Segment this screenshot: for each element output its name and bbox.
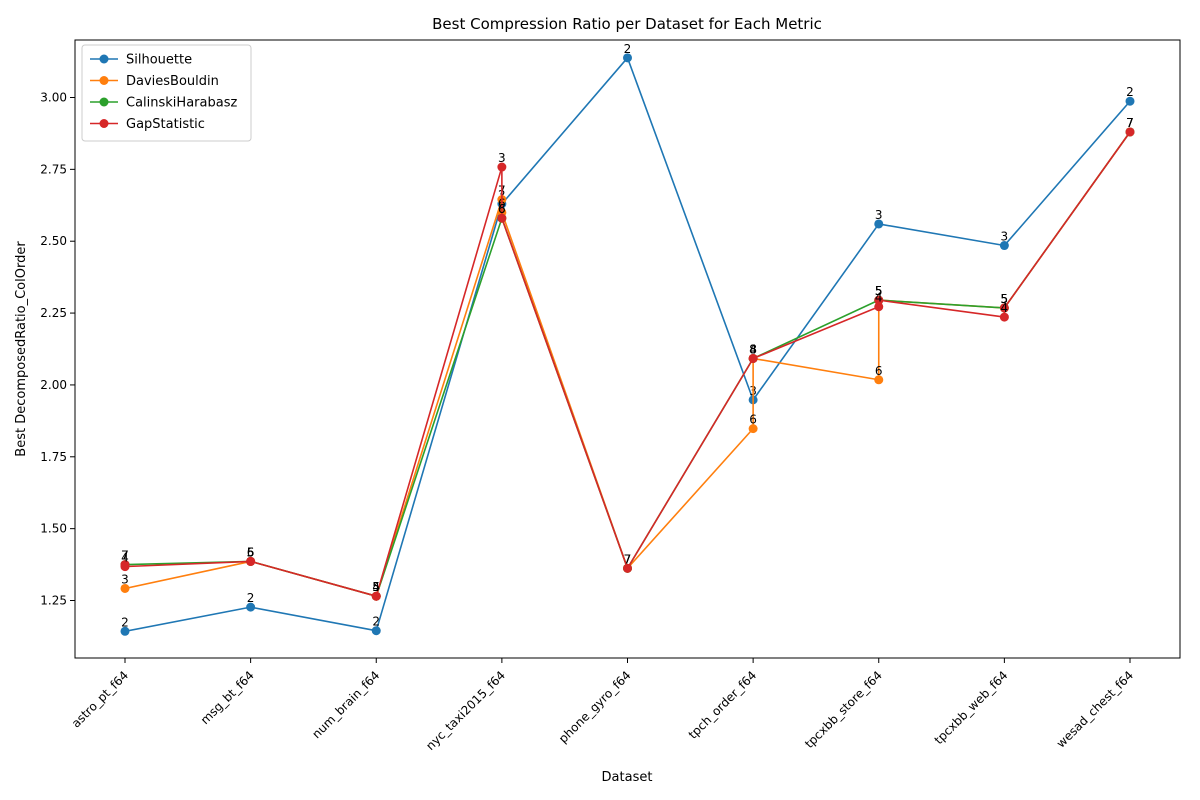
data-label: 4 <box>875 291 883 305</box>
data-label: 7 <box>624 552 632 566</box>
data-point <box>1125 96 1135 106</box>
data-label: 5 <box>875 284 883 298</box>
data-label: 3 <box>1001 230 1009 244</box>
data-label: 6 <box>749 413 757 427</box>
data-point <box>999 303 1009 313</box>
y-axis: 1.25 1.50 1.75 2.00 2.25 2.50 2.75 3.00 <box>40 90 75 608</box>
data-label: 5 <box>875 284 883 298</box>
data-label: 5 <box>1001 292 1009 306</box>
legend-item-daviesbouldin: DaviesBouldin <box>90 74 219 89</box>
data-label: 7 <box>624 552 632 566</box>
data-point <box>371 626 381 636</box>
legend-item-calinskiharabasz: CalinskiHarabasz <box>90 96 237 111</box>
data-label: 2 <box>624 42 632 56</box>
y-tick-label: 2.25 <box>40 306 67 320</box>
data-label: 5 <box>247 545 255 559</box>
legend-label: DaviesBouldin <box>126 74 219 89</box>
data-label: 5 <box>372 580 380 594</box>
legend-marker <box>99 97 109 107</box>
y-tick-label: 1.50 <box>40 522 67 536</box>
data-point <box>120 583 130 593</box>
data-label: 2 <box>121 615 129 629</box>
y-tick-label: 2.00 <box>40 378 67 392</box>
data-point <box>120 562 130 572</box>
data-label: 6 <box>498 202 506 216</box>
data-point <box>874 375 884 385</box>
legend-label: Silhouette <box>126 53 192 68</box>
data-point <box>874 302 884 312</box>
data-point <box>874 219 884 229</box>
data-point <box>748 424 758 434</box>
data-label: 5 <box>372 580 380 594</box>
data-label: 3 <box>875 208 883 222</box>
data-label: 7 <box>121 549 129 563</box>
data-point <box>748 353 758 363</box>
y-tick-label: 3.00 <box>40 90 67 104</box>
data-point <box>874 295 884 305</box>
legend-label: CalinskiHarabasz <box>126 96 237 111</box>
x-axis-label: Dataset <box>602 770 653 785</box>
y-tick-label: 2.75 <box>40 162 67 176</box>
data-point <box>120 626 130 636</box>
data-label: 4 <box>1001 301 1009 315</box>
data-label: 5 <box>875 284 883 298</box>
data-label: 5 <box>247 545 255 559</box>
legend-label: GapStatistic <box>126 117 205 132</box>
data-label: 5 <box>372 580 380 594</box>
data-label: 8 <box>749 342 757 356</box>
y-tick-label: 2.50 <box>40 234 67 248</box>
y-tick-label: 1.75 <box>40 450 67 464</box>
legend-marker <box>99 76 109 85</box>
data-point <box>246 556 256 566</box>
data-label: 5 <box>247 545 255 559</box>
data-label: 7 <box>121 549 129 563</box>
y-axis-label: Best DecomposedRatio_ColOrder <box>14 241 29 457</box>
data-label: 4 <box>749 342 757 356</box>
legend-marker <box>99 119 109 128</box>
legend-item-silhouette: Silhouette <box>90 53 192 68</box>
data-point <box>1125 127 1135 137</box>
data-label: 4 <box>372 580 380 594</box>
data-point <box>246 602 256 612</box>
data-label: 7 <box>1126 116 1134 130</box>
data-point <box>623 53 632 63</box>
legend-item-gapstatistic: GapStatistic <box>90 117 205 132</box>
legend: Silhouette DaviesBouldin CalinskiHarabasz G… <box>81 44 252 142</box>
data-point <box>999 312 1009 322</box>
data-point <box>623 563 632 573</box>
data-label: 6 <box>875 364 883 378</box>
y-tick-label: 1.25 <box>40 594 67 608</box>
legend-marker <box>99 54 109 64</box>
data-label: 5 <box>1001 292 1009 306</box>
data-label: 7 <box>1126 116 1134 130</box>
data-label: 2 <box>372 615 380 629</box>
legend-box <box>81 44 252 142</box>
data-label: 7 <box>1126 116 1134 130</box>
data-label: 8 <box>749 342 757 356</box>
chart-title: Best Compression Ratio per Dataset for E… <box>432 15 822 33</box>
data-point <box>371 591 381 601</box>
data-label: 6 <box>247 545 255 559</box>
data-label: 3 <box>498 151 506 165</box>
data-label: 2 <box>1126 85 1134 99</box>
data-point <box>497 162 507 172</box>
data-label: 7 <box>624 552 632 566</box>
data-label: 2 <box>247 591 255 605</box>
data-label: 5 <box>1001 292 1009 306</box>
data-label: 4 <box>121 551 129 565</box>
data-point <box>497 213 507 223</box>
data-label: 3 <box>121 572 129 586</box>
data-point <box>999 241 1009 251</box>
data-label: 8 <box>749 342 757 356</box>
